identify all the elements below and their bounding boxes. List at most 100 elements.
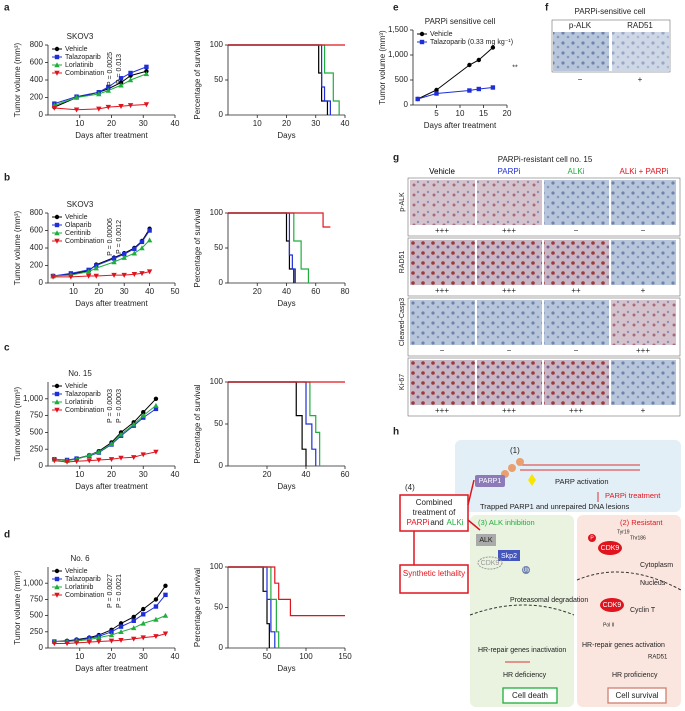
y-tick-label: 750 xyxy=(30,595,44,604)
panel-letter: e xyxy=(393,3,399,14)
g-score: − xyxy=(641,226,646,235)
marker xyxy=(143,102,150,108)
h-text: Pol II xyxy=(603,622,614,628)
y-tick-label: 500 xyxy=(30,611,44,620)
h-text: CDK9 xyxy=(601,545,620,552)
marker xyxy=(415,96,420,102)
h-text: (1) xyxy=(510,446,520,455)
y-tick-label: 250 xyxy=(30,444,44,453)
g-score: +++ xyxy=(636,346,650,355)
legend-label: Vehicle xyxy=(65,46,88,53)
h-parp1-box xyxy=(475,475,505,487)
marker xyxy=(153,616,159,622)
annotation: P = 0.0012 xyxy=(116,220,123,254)
y-tick-label: 1,000 xyxy=(23,578,44,587)
x-axis-label: Days after treatment xyxy=(75,664,148,673)
legend-label: Vehicle xyxy=(65,383,88,390)
marker xyxy=(144,64,149,70)
y-tick-label: 50 xyxy=(214,603,223,612)
y-axis-label: Tumor volume (mm³) xyxy=(378,30,387,105)
chart-title: No. 15 xyxy=(68,369,92,378)
marker xyxy=(146,269,153,275)
h-text: Synthetic lethality xyxy=(403,569,465,578)
g-row-label: Cleaved-Casp3 xyxy=(399,298,406,346)
h-membrane xyxy=(469,604,575,616)
marker xyxy=(162,631,169,637)
x-tick-label: 20 xyxy=(282,119,291,128)
y-tick-label: 600 xyxy=(30,58,44,67)
g-image xyxy=(611,240,676,285)
annotation: P = 0.0025 xyxy=(107,52,114,86)
marker xyxy=(128,70,133,76)
survival-curve xyxy=(228,212,310,283)
g-score: +++ xyxy=(502,286,516,295)
marker xyxy=(131,250,138,256)
g-score: − xyxy=(574,346,579,355)
x-tick-label: 10 xyxy=(75,470,84,479)
marker xyxy=(131,636,137,642)
x-tick-label: 50 xyxy=(263,652,272,661)
survival-curve xyxy=(228,566,345,617)
legend-marker xyxy=(54,54,60,60)
g-score: +++ xyxy=(569,406,583,415)
x-tick-label: 30 xyxy=(139,119,148,128)
marker xyxy=(73,107,80,113)
marker xyxy=(118,624,124,629)
x-tick-label: 20 xyxy=(107,652,116,661)
h-membrane xyxy=(576,571,682,591)
y-tick-label: 0 xyxy=(39,461,44,470)
x-tick-label: 15 xyxy=(479,109,488,118)
h-text: Cytoplasm xyxy=(640,562,673,569)
x-tick-label: 30 xyxy=(120,287,129,296)
y-tick-label: 0 xyxy=(219,461,224,470)
g-row-label: Ki-67 xyxy=(399,374,406,390)
survival-curve xyxy=(228,44,340,115)
annotation: P = 0.0003 xyxy=(107,389,114,423)
marker xyxy=(73,459,80,464)
legend-marker xyxy=(54,399,60,405)
y-tick-label: 750 xyxy=(30,411,44,420)
h-text: treatment of xyxy=(413,508,456,517)
h-text: PARPi xyxy=(407,518,430,527)
marker xyxy=(131,618,136,623)
marker xyxy=(140,412,146,418)
y-tick-label: 100 xyxy=(210,208,224,217)
marker xyxy=(153,396,159,401)
marker xyxy=(139,271,145,277)
h-parp xyxy=(508,464,516,472)
marker xyxy=(111,259,117,265)
h-text: Cell death xyxy=(512,691,548,700)
marker xyxy=(111,256,117,261)
h-text: Skp2 xyxy=(501,553,517,560)
annotation: P = 0.00006 xyxy=(107,218,114,256)
g-row-label: p-ALK xyxy=(399,192,406,212)
y-tick-label: 0 xyxy=(39,278,44,287)
marker xyxy=(434,87,439,93)
f-frame xyxy=(551,19,671,73)
marker xyxy=(86,458,92,464)
h-text: Thr186 xyxy=(630,535,646,541)
marker xyxy=(162,612,169,618)
y-tick-label: 0 xyxy=(219,110,224,119)
f-score: − xyxy=(578,75,583,84)
marker xyxy=(118,431,124,437)
y-axis-label: Tumor volume (mm³) xyxy=(13,386,22,461)
marker xyxy=(131,455,137,460)
g-score: +++ xyxy=(502,406,516,415)
legend-label: Combination xyxy=(65,70,104,77)
marker xyxy=(140,452,146,458)
legend-label: Olaparib xyxy=(65,222,92,229)
g-row-frame xyxy=(407,237,681,297)
marker xyxy=(118,104,124,109)
marker xyxy=(86,452,92,458)
g-image xyxy=(410,240,475,285)
marker xyxy=(86,639,92,645)
h-cdk9 xyxy=(598,541,622,555)
g-image xyxy=(611,360,676,405)
marker xyxy=(132,246,137,252)
survival-curve xyxy=(228,566,276,648)
marker xyxy=(93,265,99,271)
y-tick-label: 100 xyxy=(210,377,224,386)
g-score: +++ xyxy=(502,226,516,235)
marker xyxy=(96,639,102,645)
